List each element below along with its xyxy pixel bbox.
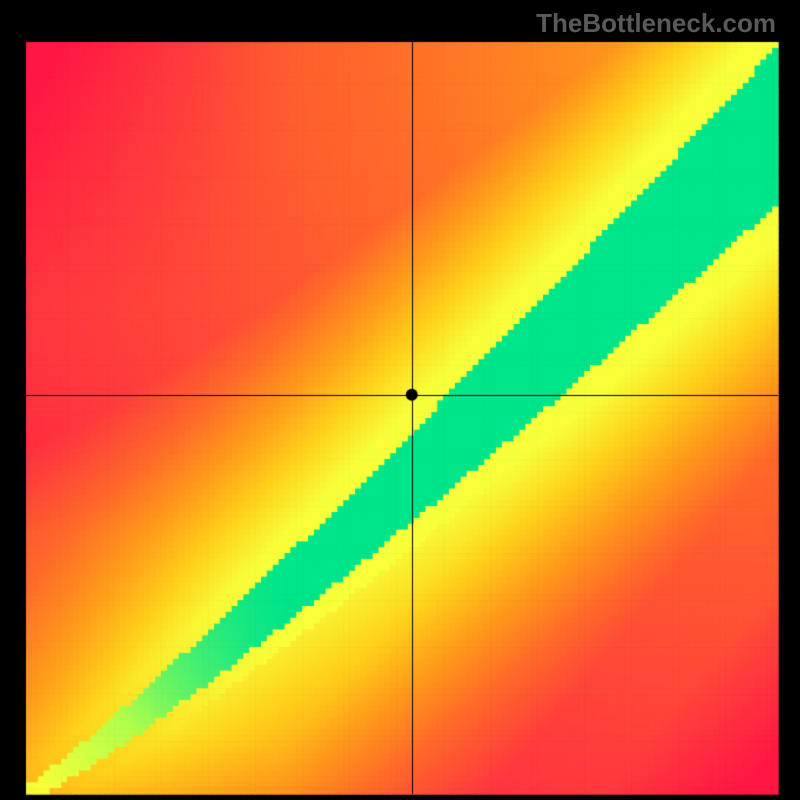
- chart-container: TheBottleneck.com: [0, 0, 800, 800]
- heatmap-canvas: [0, 0, 800, 800]
- watermark-text: TheBottleneck.com: [536, 8, 776, 39]
